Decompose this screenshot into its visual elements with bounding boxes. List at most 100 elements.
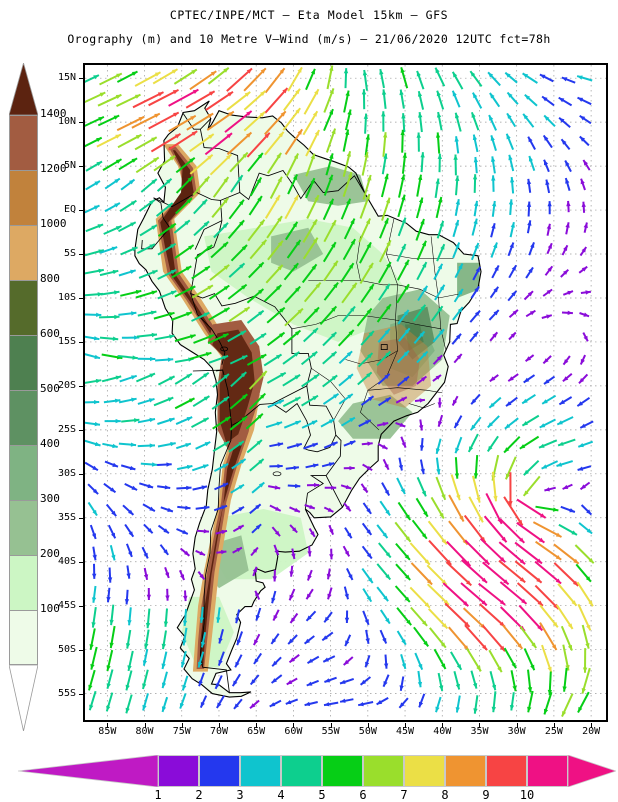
wind-arrow: [527, 220, 531, 233]
wind-arrow: [547, 243, 551, 254]
wind-arrow: [104, 484, 116, 493]
wind-arrow: [399, 90, 404, 109]
wind-arrow: [161, 507, 173, 512]
orography-color-segment: [9, 500, 38, 555]
wind-arrow: [85, 269, 104, 274]
wind-colorbar-extend-high: [568, 755, 616, 787]
wind-arrow: [470, 332, 478, 342]
wind-arrow: [384, 459, 389, 469]
wind-arrow: [548, 672, 552, 696]
wind-color-segment: [322, 755, 363, 787]
wind-arrow: [308, 657, 319, 664]
latitude-tick-label: 10S: [40, 292, 76, 303]
wind-arrow: [559, 397, 571, 404]
wind-arrow: [467, 649, 481, 672]
wind-arrow: [105, 419, 121, 423]
wind-arrow: [453, 72, 463, 89]
model-title: CPTEC/INPE/MCT — Eta Model 15km — GFS: [0, 8, 618, 22]
wind-arrow: [524, 375, 535, 382]
wind-arrow: [109, 525, 115, 538]
wind-arrow: [542, 396, 555, 404]
wind-arrow: [578, 442, 592, 447]
wind-arrow: [127, 651, 132, 671]
wind-arrow: [577, 76, 592, 81]
wind-arrow: [125, 525, 133, 537]
wind-arrow: [364, 175, 372, 200]
wind-arrow: [437, 197, 443, 218]
wind-arrow: [410, 587, 430, 607]
wind-arrow: [471, 417, 481, 430]
wind-arrow: [157, 485, 170, 489]
wind-arrow: [174, 70, 196, 84]
wind-arrow: [580, 137, 589, 146]
wind-arrow: [508, 93, 518, 105]
wind-arrow: [509, 199, 513, 215]
wind-arrow: [455, 437, 461, 453]
wind-arrow: [235, 655, 241, 668]
wind-arrow: [308, 570, 312, 580]
wind-arrow: [491, 243, 497, 258]
wind-arrow: [193, 373, 209, 384]
wind-arrow: [491, 287, 499, 298]
wind-arrow: [411, 608, 427, 626]
wind-arrow: [581, 179, 585, 190]
wind-arrow: [92, 586, 96, 603]
wind-arrow: [577, 398, 589, 406]
wind-arrow: [455, 136, 459, 153]
longitude-tick-mark: [479, 723, 480, 728]
wind-arrow: [511, 222, 515, 237]
wind-arrow: [429, 541, 451, 565]
wind-arrow: [381, 610, 390, 624]
wind-arrow: [107, 505, 117, 517]
wind-arrow: [93, 547, 97, 561]
wind-arrow: [583, 160, 589, 170]
wind-arrow: [345, 528, 352, 539]
wind-arrow: [578, 604, 590, 630]
wind-arrow: [379, 543, 391, 558]
wind-arrow: [399, 174, 405, 197]
wind-arrow: [383, 132, 387, 157]
wind-arrow: [583, 648, 587, 673]
wind-arrow: [540, 420, 556, 428]
map-frame[interactable]: [83, 63, 608, 722]
wind-arrow: [563, 374, 572, 382]
wind-arrow: [400, 677, 404, 691]
wind-arrow: [472, 112, 479, 130]
wind-arrow: [254, 634, 260, 645]
wind-arrow: [525, 291, 534, 299]
wind-arrow: [104, 399, 121, 403]
wind-arrow: [508, 472, 512, 506]
longitude-tick-mark: [145, 723, 146, 728]
wind-arrow: [290, 655, 300, 663]
latitude-tick-label: 55S: [40, 688, 76, 699]
map-plot[interactable]: [85, 65, 606, 720]
wind-arrow: [345, 587, 349, 600]
wind-arrow: [417, 133, 421, 152]
wind-arrow: [579, 374, 587, 383]
wind-arrow: [557, 461, 573, 467]
wind-arrow: [144, 630, 148, 649]
wind-arrow: [437, 112, 442, 130]
wind-arrow: [176, 443, 191, 448]
wind-arrow: [105, 203, 120, 211]
wind-colorbar-extend-low: [18, 755, 158, 787]
wind-arrow: [559, 98, 572, 106]
wind-arrow: [529, 242, 534, 255]
wind-arrow: [545, 180, 549, 193]
latitude-tick-label: 15S: [40, 336, 76, 347]
wind-arrow: [544, 116, 555, 127]
latitude-tick-label: 20S: [40, 380, 76, 391]
wind-arrow: [305, 89, 319, 114]
wind-arrow: [273, 610, 278, 621]
wind-arrow: [358, 702, 373, 706]
wind-arrow: [91, 525, 96, 539]
wind-arrow: [119, 398, 137, 403]
wind-arrow: [449, 627, 469, 650]
wind-arrow: [547, 224, 551, 236]
wind-arrow: [377, 698, 389, 705]
wind-arrow: [306, 130, 319, 156]
wind-arrow: [526, 267, 533, 278]
wind-arrow: [489, 398, 500, 408]
wind-arrow: [307, 546, 311, 556]
